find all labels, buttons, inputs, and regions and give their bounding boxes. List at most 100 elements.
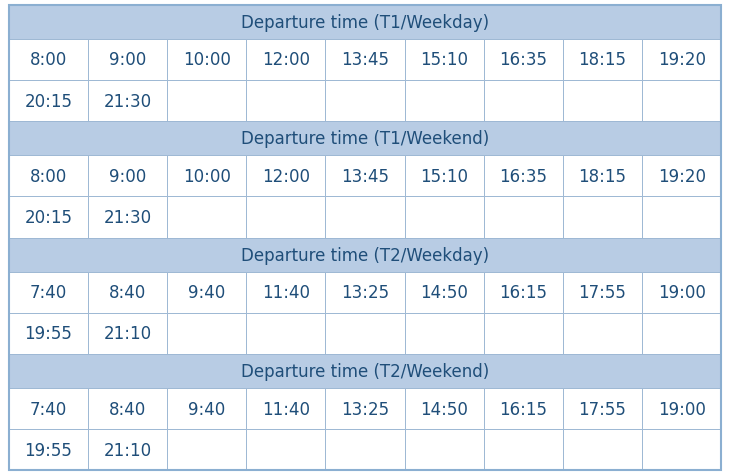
- FancyBboxPatch shape: [246, 197, 326, 238]
- FancyBboxPatch shape: [246, 313, 326, 354]
- Text: 19:55: 19:55: [24, 325, 72, 343]
- Text: 21:10: 21:10: [104, 441, 152, 459]
- Text: 14:50: 14:50: [420, 284, 468, 302]
- Text: 7:40: 7:40: [30, 400, 67, 418]
- Text: 10:00: 10:00: [182, 168, 231, 186]
- Text: 16:35: 16:35: [499, 51, 548, 69]
- Text: 12:00: 12:00: [262, 168, 310, 186]
- Text: 21:10: 21:10: [104, 325, 152, 343]
- FancyBboxPatch shape: [484, 272, 563, 313]
- FancyBboxPatch shape: [9, 81, 88, 122]
- FancyBboxPatch shape: [326, 197, 404, 238]
- Text: 20:15: 20:15: [24, 208, 72, 227]
- Text: 13:25: 13:25: [341, 400, 389, 418]
- FancyBboxPatch shape: [563, 272, 642, 313]
- FancyBboxPatch shape: [404, 272, 484, 313]
- FancyBboxPatch shape: [88, 272, 167, 313]
- Text: 14:50: 14:50: [420, 400, 468, 418]
- Text: 9:00: 9:00: [109, 51, 146, 69]
- FancyBboxPatch shape: [563, 81, 642, 122]
- Text: 13:25: 13:25: [341, 284, 389, 302]
- FancyBboxPatch shape: [484, 81, 563, 122]
- FancyBboxPatch shape: [88, 156, 167, 197]
- FancyBboxPatch shape: [404, 81, 484, 122]
- Text: 12:00: 12:00: [262, 51, 310, 69]
- FancyBboxPatch shape: [484, 156, 563, 197]
- FancyBboxPatch shape: [642, 313, 721, 354]
- FancyBboxPatch shape: [167, 197, 246, 238]
- FancyBboxPatch shape: [642, 81, 721, 122]
- FancyBboxPatch shape: [167, 81, 246, 122]
- FancyBboxPatch shape: [9, 272, 88, 313]
- FancyBboxPatch shape: [326, 388, 404, 429]
- FancyBboxPatch shape: [88, 81, 167, 122]
- Text: 19:00: 19:00: [658, 400, 706, 418]
- Text: 9:00: 9:00: [109, 168, 146, 186]
- FancyBboxPatch shape: [88, 388, 167, 429]
- Text: 8:40: 8:40: [109, 284, 146, 302]
- FancyBboxPatch shape: [563, 429, 642, 470]
- Text: 19:55: 19:55: [24, 441, 72, 459]
- Text: 13:45: 13:45: [341, 168, 389, 186]
- FancyBboxPatch shape: [484, 40, 563, 81]
- FancyBboxPatch shape: [484, 429, 563, 470]
- FancyBboxPatch shape: [563, 313, 642, 354]
- FancyBboxPatch shape: [563, 197, 642, 238]
- FancyBboxPatch shape: [326, 272, 404, 313]
- Text: 9:40: 9:40: [188, 400, 226, 418]
- FancyBboxPatch shape: [563, 388, 642, 429]
- FancyBboxPatch shape: [404, 388, 484, 429]
- FancyBboxPatch shape: [9, 122, 721, 156]
- FancyBboxPatch shape: [88, 197, 167, 238]
- FancyBboxPatch shape: [88, 40, 167, 81]
- FancyBboxPatch shape: [326, 81, 404, 122]
- Text: 19:00: 19:00: [658, 284, 706, 302]
- FancyBboxPatch shape: [167, 156, 246, 197]
- FancyBboxPatch shape: [9, 156, 88, 197]
- Text: 18:15: 18:15: [578, 51, 626, 69]
- Text: 8:00: 8:00: [30, 168, 67, 186]
- Text: 21:30: 21:30: [104, 208, 152, 227]
- Text: 19:20: 19:20: [658, 51, 706, 69]
- Text: 17:55: 17:55: [579, 284, 626, 302]
- Text: 21:30: 21:30: [104, 92, 152, 110]
- Text: 15:10: 15:10: [420, 51, 468, 69]
- Text: 11:40: 11:40: [262, 284, 310, 302]
- FancyBboxPatch shape: [9, 429, 88, 470]
- Text: 20:15: 20:15: [24, 92, 72, 110]
- FancyBboxPatch shape: [9, 388, 88, 429]
- FancyBboxPatch shape: [9, 354, 721, 388]
- FancyBboxPatch shape: [642, 272, 721, 313]
- Text: 18:15: 18:15: [578, 168, 626, 186]
- Text: 19:20: 19:20: [658, 168, 706, 186]
- FancyBboxPatch shape: [246, 429, 326, 470]
- FancyBboxPatch shape: [642, 388, 721, 429]
- FancyBboxPatch shape: [246, 156, 326, 197]
- FancyBboxPatch shape: [9, 313, 88, 354]
- Text: Departure time (T1/Weekend): Departure time (T1/Weekend): [241, 130, 489, 148]
- FancyBboxPatch shape: [404, 429, 484, 470]
- FancyBboxPatch shape: [404, 313, 484, 354]
- FancyBboxPatch shape: [246, 388, 326, 429]
- FancyBboxPatch shape: [88, 429, 167, 470]
- FancyBboxPatch shape: [326, 156, 404, 197]
- Text: 17:55: 17:55: [579, 400, 626, 418]
- FancyBboxPatch shape: [167, 40, 246, 81]
- Text: 10:00: 10:00: [182, 51, 231, 69]
- FancyBboxPatch shape: [167, 388, 246, 429]
- FancyBboxPatch shape: [167, 313, 246, 354]
- FancyBboxPatch shape: [404, 156, 484, 197]
- FancyBboxPatch shape: [404, 197, 484, 238]
- FancyBboxPatch shape: [642, 197, 721, 238]
- FancyBboxPatch shape: [642, 156, 721, 197]
- FancyBboxPatch shape: [167, 429, 246, 470]
- FancyBboxPatch shape: [326, 313, 404, 354]
- FancyBboxPatch shape: [9, 6, 721, 40]
- FancyBboxPatch shape: [404, 40, 484, 81]
- FancyBboxPatch shape: [88, 313, 167, 354]
- Text: 16:15: 16:15: [499, 400, 548, 418]
- Text: 15:10: 15:10: [420, 168, 468, 186]
- Text: 16:35: 16:35: [499, 168, 548, 186]
- FancyBboxPatch shape: [326, 40, 404, 81]
- FancyBboxPatch shape: [246, 81, 326, 122]
